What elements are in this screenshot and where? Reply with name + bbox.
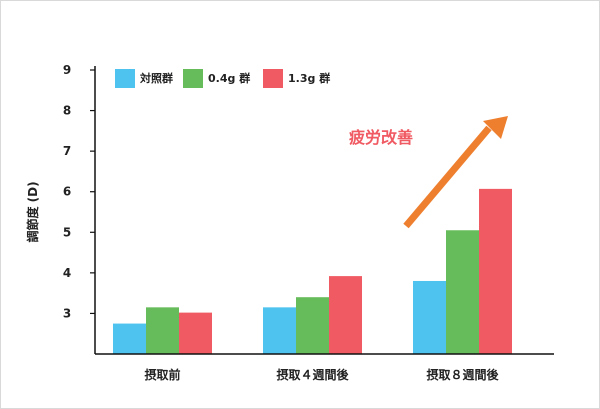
bar [296, 297, 329, 354]
x-category-label: 摂取８週間後 [426, 367, 499, 382]
y-tick-label: 4 [63, 266, 71, 280]
x-category-labels: 摂取前 摂取４週間後 摂取８週間後 [144, 367, 499, 382]
legend-swatch [183, 69, 203, 88]
annotation-text: 疲労改善 [349, 128, 413, 147]
bar [263, 307, 296, 354]
bar [146, 307, 179, 354]
trend-arrow-head-icon [483, 116, 508, 139]
bar [113, 323, 146, 354]
y-tick-label: 6 [63, 185, 71, 199]
bar [446, 230, 479, 354]
legend-label: 対照群 [139, 71, 173, 85]
bar [179, 312, 212, 354]
y-tick-label: 8 [63, 104, 71, 118]
x-category-label: 摂取前 [144, 367, 180, 382]
legend-label: 0.4g 群 [208, 71, 250, 85]
y-tick-label: 7 [63, 144, 71, 158]
y-axis-label: 調節度 (D) [25, 181, 40, 242]
trend-arrow-icon [403, 125, 492, 229]
annotation: 疲労改善 [349, 116, 508, 229]
legend-swatch [263, 69, 283, 88]
legend: 対照群 0.4g 群 1.3g 群 [115, 69, 330, 88]
legend-label: 1.3g 群 [288, 71, 330, 85]
bar [413, 280, 446, 354]
x-category-label: 摂取４週間後 [276, 367, 349, 382]
y-tick-labels: 3 4 5 6 7 8 9 [63, 63, 95, 320]
y-tick-label: 9 [63, 63, 71, 77]
legend-swatch [115, 69, 135, 88]
y-tick-label: 3 [63, 306, 71, 320]
bar [329, 276, 362, 354]
bars-layer [113, 188, 512, 354]
bar [479, 188, 512, 354]
y-tick-label: 5 [63, 225, 71, 239]
